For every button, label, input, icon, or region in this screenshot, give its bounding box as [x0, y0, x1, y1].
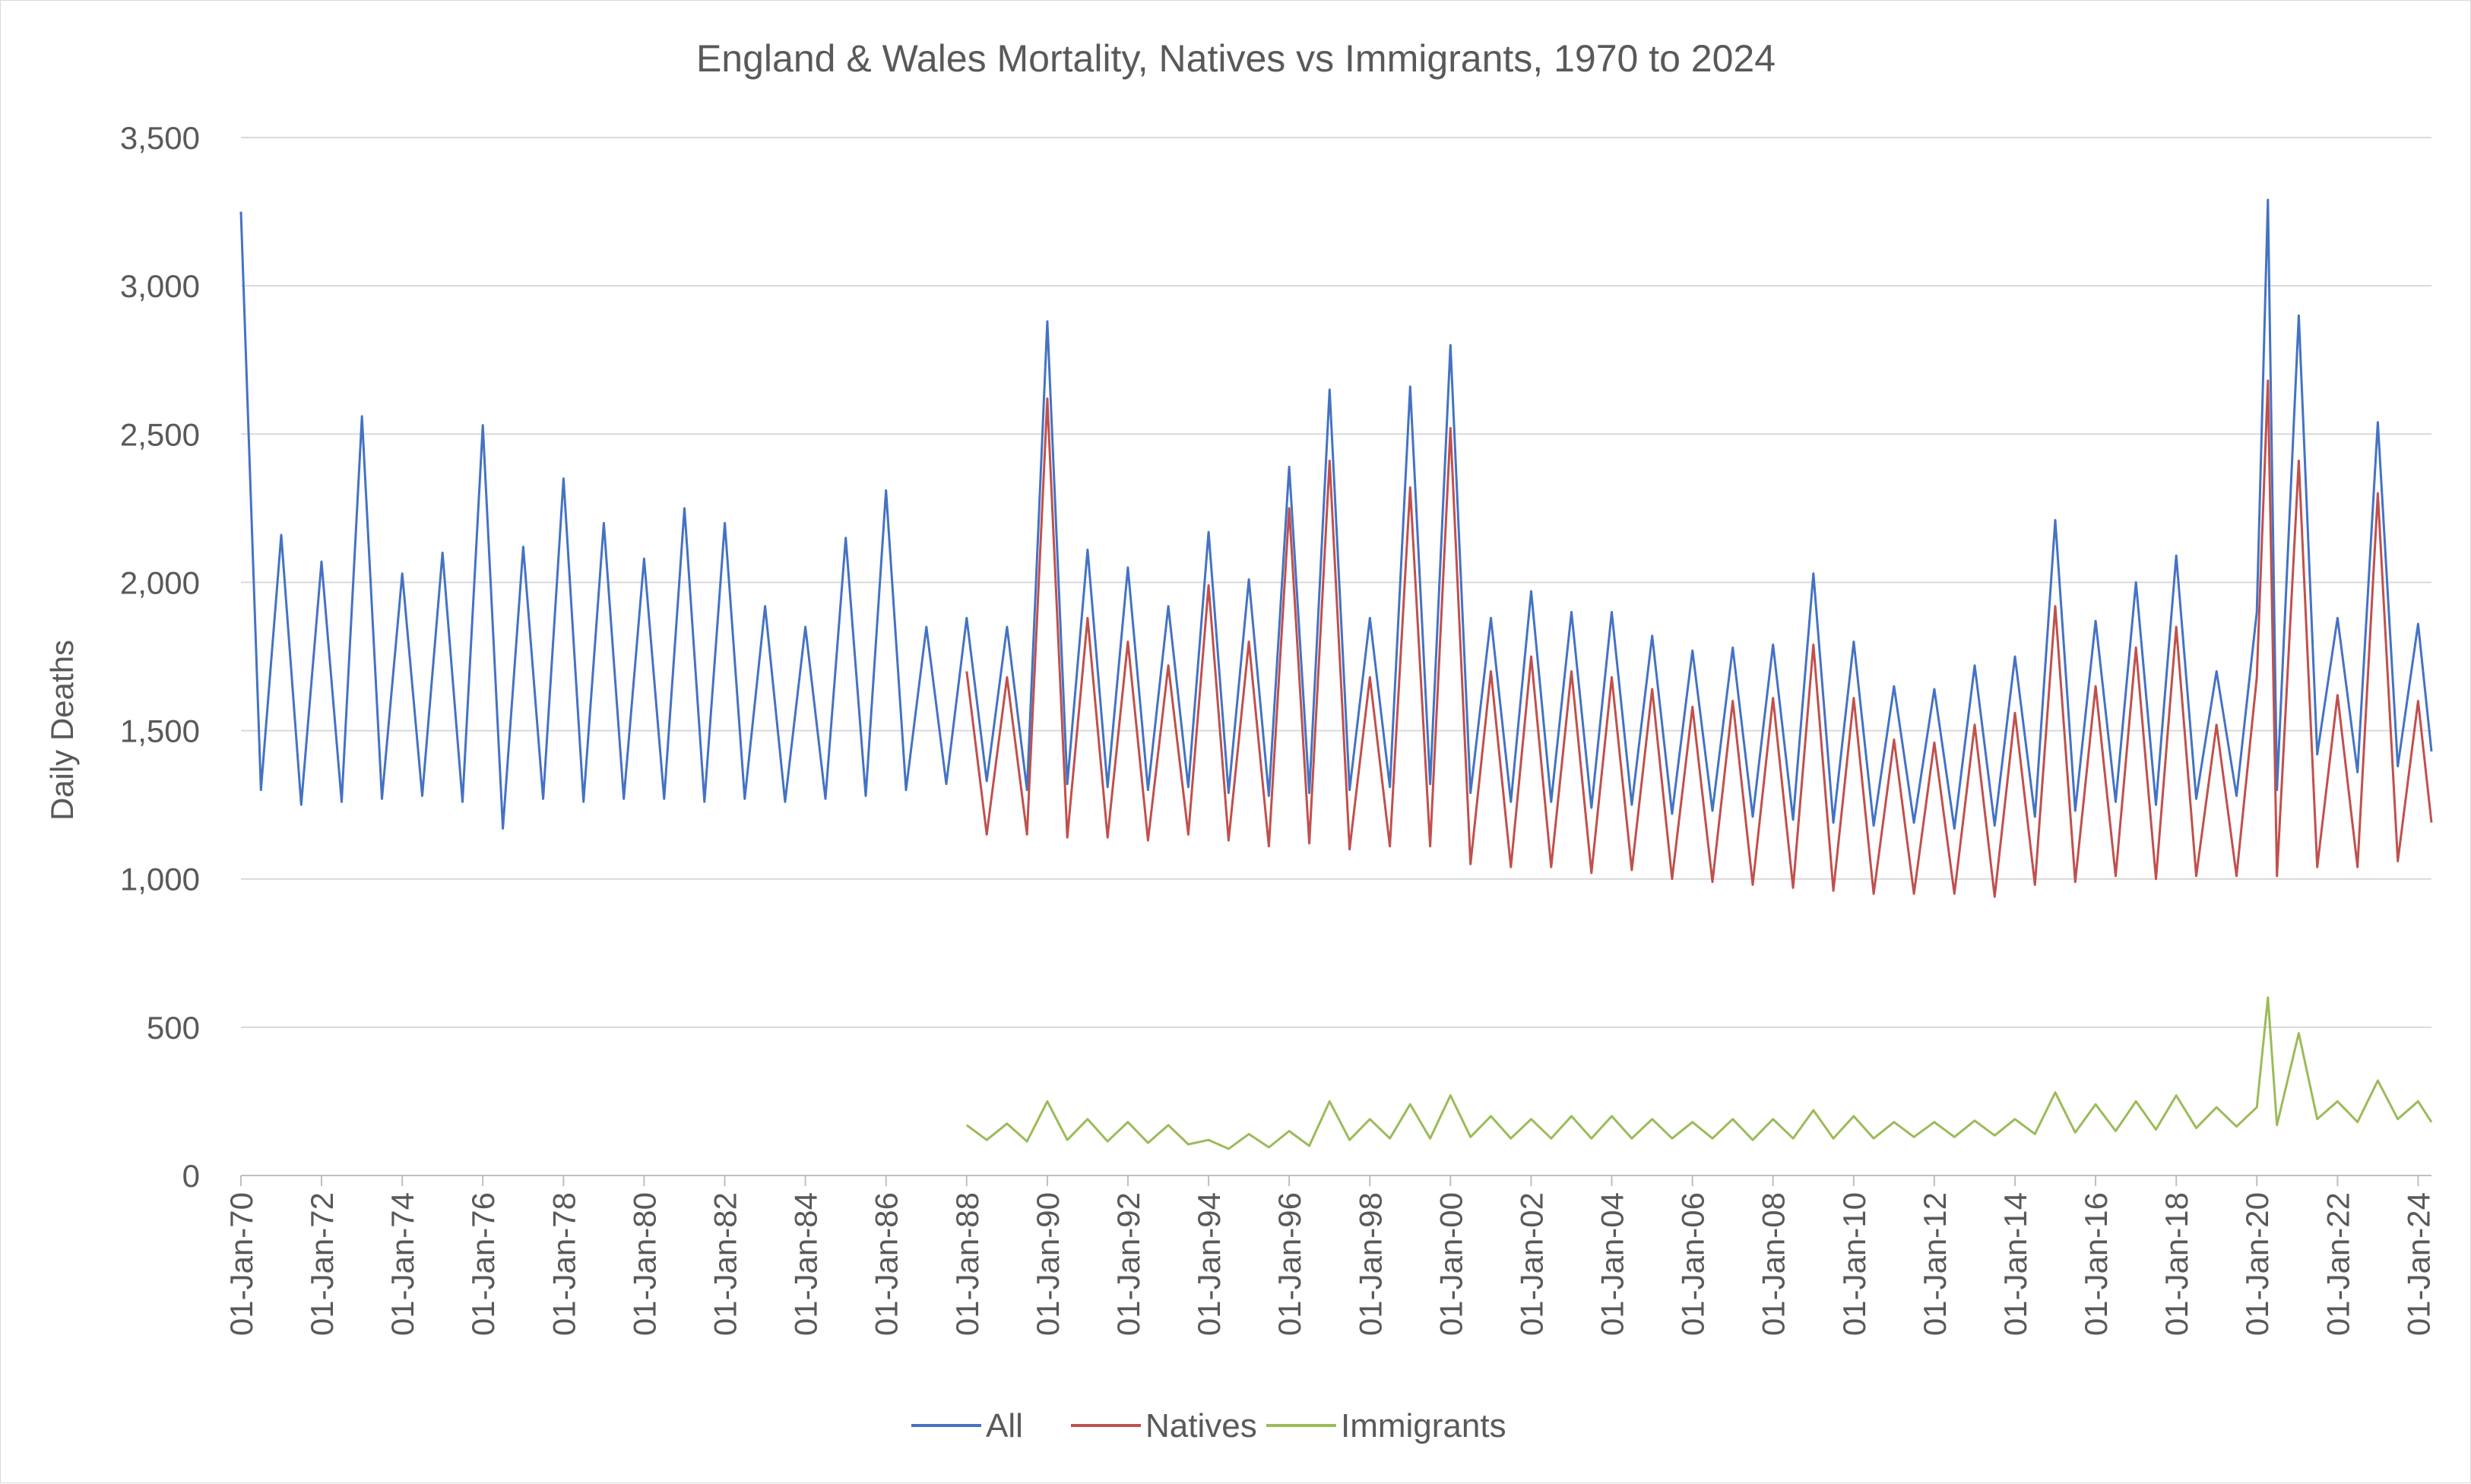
x-tick-label: 01-Jan-14: [1997, 1192, 2033, 1336]
chart-title: England & Wales Mortality, Natives vs Im…: [696, 37, 1776, 80]
x-tick-label: 01-Jan-00: [1433, 1192, 1468, 1336]
x-tick-label: 01-Jan-12: [1917, 1192, 1953, 1336]
x-tick-label: 01-Jan-10: [1836, 1192, 1872, 1336]
series-line-immigrants: [965, 996, 2433, 1150]
x-tick-label: 01-Jan-78: [546, 1192, 581, 1336]
x-tick-label: 01-Jan-90: [1030, 1192, 1066, 1336]
x-tick-label: 01-Jan-80: [626, 1192, 662, 1336]
y-tick-label: 1,000: [120, 862, 200, 897]
legend-label: Natives: [1145, 1407, 1257, 1444]
x-tick-label: 01-Jan-22: [2320, 1192, 2355, 1336]
x-tick-label: 01-Jan-86: [869, 1192, 904, 1336]
legend-label: Immigrants: [1341, 1407, 1506, 1444]
x-axis-tick-labels: 01-Jan-70 01-Jan-72 01-Jan-74 01-Jan-76 01-J…: [223, 1175, 2436, 1336]
x-tick-label: 01-Jan-76: [465, 1192, 501, 1336]
x-tick-label: 01-Jan-20: [2239, 1192, 2275, 1336]
x-tick-label: 01-Jan-16: [2078, 1192, 2114, 1336]
y-tick-label: 0: [182, 1158, 200, 1194]
x-tick-label: 01-Jan-94: [1191, 1192, 1227, 1336]
x-tick-label: 01-Jan-92: [1110, 1192, 1146, 1336]
x-tick-label: 01-Jan-74: [385, 1192, 420, 1336]
x-tick-label: 01-Jan-06: [1675, 1192, 1711, 1336]
y-tick-label: 500: [147, 1010, 200, 1046]
x-tick-label: 01-Jan-72: [304, 1192, 340, 1336]
x-tick-label: 01-Jan-08: [1756, 1192, 1791, 1336]
x-tick-label: 01-Jan-82: [708, 1192, 743, 1336]
x-tick-label: 01-Jan-98: [1352, 1192, 1388, 1336]
x-tick-label: 01-Jan-88: [949, 1192, 985, 1336]
y-axis-label: Daily Deaths: [44, 640, 80, 821]
series-line-all: [239, 198, 2433, 830]
series-line-natives: [965, 379, 2433, 898]
series-lines: [239, 198, 2433, 1150]
y-tick-label: 3,500: [120, 120, 200, 156]
x-tick-label: 01-Jan-18: [2159, 1192, 2194, 1336]
x-tick-label: 01-Jan-04: [1595, 1192, 1630, 1336]
legend: All Natives Immigrants: [911, 1407, 1506, 1444]
y-axis-tick-labels: 0 500 1,000 1,500 2,000 2,500 3,000 3,500: [120, 120, 200, 1194]
y-tick-label: 2,500: [120, 416, 200, 452]
legend-label: All: [986, 1407, 1023, 1444]
y-tick-label: 3,000: [120, 268, 200, 304]
gridlines: [241, 137, 2431, 1028]
x-tick-label: 01-Jan-24: [2400, 1192, 2436, 1336]
x-tick-label: 01-Jan-70: [223, 1192, 259, 1336]
x-tick-label: 01-Jan-02: [1513, 1192, 1549, 1336]
y-tick-label: 2,000: [120, 565, 200, 600]
y-tick-label: 1,500: [120, 714, 200, 749]
x-tick-label: 01-Jan-84: [788, 1192, 824, 1336]
x-tick-label: 01-Jan-96: [1272, 1192, 1307, 1336]
